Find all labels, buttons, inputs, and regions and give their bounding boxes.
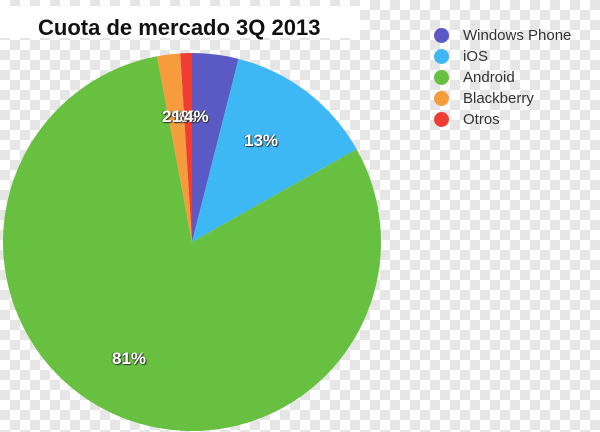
label-blackberry: 2% xyxy=(162,107,187,126)
label-windows-phone: 4% xyxy=(184,107,209,126)
pie-slice-ios xyxy=(192,58,357,243)
legend-label: Android xyxy=(463,69,515,86)
legend-label: Otros xyxy=(463,111,500,128)
swatch-ios-icon xyxy=(434,49,449,64)
legend-item-otros: Otros xyxy=(434,109,571,130)
pie-slice-blackberry xyxy=(156,53,192,242)
swatch-android-icon xyxy=(434,70,449,85)
legend-label: Blackberry xyxy=(463,90,534,107)
label-ios: 13% xyxy=(244,131,279,150)
legend-label: Windows Phone xyxy=(463,27,572,44)
legend-label: iOS xyxy=(463,48,489,65)
label-otros: 1% xyxy=(172,107,197,126)
legend-item-android: Android xyxy=(434,67,571,88)
legend: Windows Phone iOS Android Blackberry Otr… xyxy=(434,25,571,130)
title-box: Cuota de mercado 3Q 2013 xyxy=(0,6,360,40)
pie-slice-windows-phone xyxy=(192,53,239,242)
swatch-windows-phone-icon xyxy=(434,28,449,43)
pie-slice-otros xyxy=(180,53,192,242)
swatch-blackberry-icon xyxy=(434,91,449,106)
legend-item-blackberry: Blackberry xyxy=(434,88,571,109)
legend-item-ios: iOS xyxy=(434,46,571,67)
label-android: 81% xyxy=(112,349,147,368)
legend-item-windows-phone: Windows Phone xyxy=(434,25,571,46)
swatch-otros-icon xyxy=(434,112,449,127)
pie-slice-android xyxy=(2,56,381,432)
chart-title: Cuota de mercado 3Q 2013 xyxy=(38,15,321,40)
pie-slices xyxy=(2,53,381,432)
